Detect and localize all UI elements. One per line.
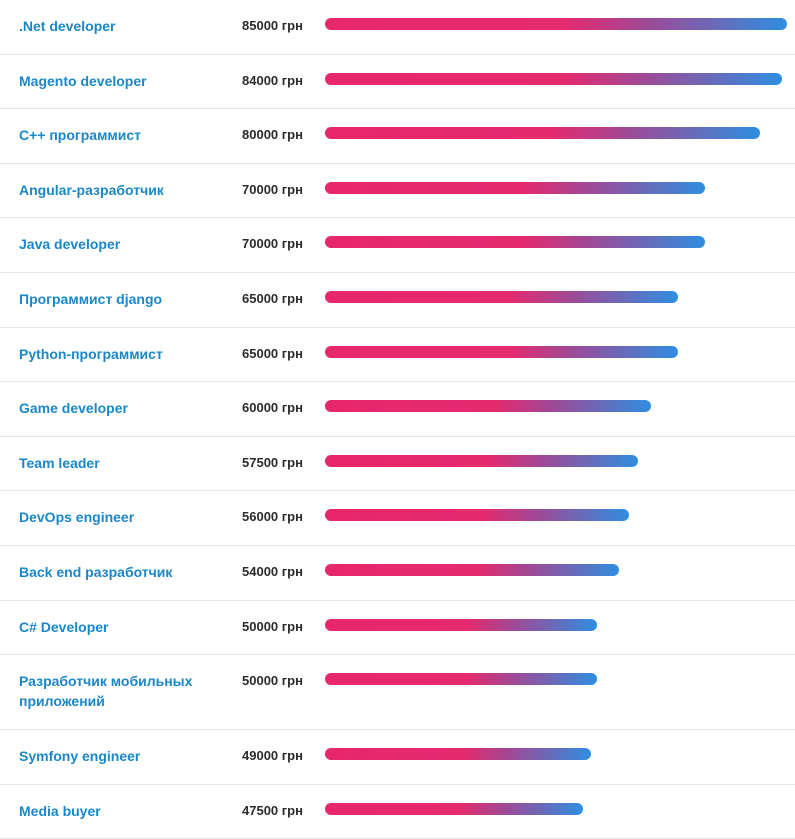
- salary-value-label: 47500 грн: [242, 802, 303, 818]
- job-title-link[interactable]: Python-программист: [19, 345, 163, 362]
- salary-value-label: 49000 грн: [242, 748, 303, 764]
- salary-row: Разработчик мобильных приложений 50000 гр…: [0, 655, 795, 731]
- salary-bar: [325, 400, 651, 413]
- job-title-link[interactable]: Java developer: [19, 236, 121, 253]
- salary-bar: [325, 345, 678, 358]
- job-title-link[interactable]: C# Developer: [19, 618, 109, 635]
- salary-bar-track: [325, 291, 787, 303]
- job-title-link[interactable]: Back end разработчик: [19, 564, 173, 580]
- salary-value-label: 57500 грн: [242, 454, 303, 470]
- salary-value-label: 80000 грн: [242, 127, 303, 143]
- salary-row: Symfony engineer 49000 грн: [0, 730, 795, 785]
- salary-row: Team leader 57500 грн: [0, 437, 795, 492]
- salary-row: Angular-разработчик 70000 грн: [0, 164, 795, 219]
- salary-value-label: 65000 грн: [242, 345, 303, 361]
- salary-value-label: 84000 грн: [242, 72, 303, 88]
- salary-bar-track: [325, 345, 787, 358]
- salary-bar: [325, 509, 629, 522]
- salary-row: Game developer 60000 грн: [0, 382, 795, 437]
- salary-bar: [325, 564, 619, 576]
- salary-bar-track: [325, 564, 787, 576]
- job-title-link[interactable]: Media buyer: [19, 802, 101, 819]
- salary-bar: [325, 127, 760, 140]
- job-title-link[interactable]: Программист django: [19, 291, 163, 307]
- salary-bar-track: [325, 618, 787, 631]
- salary-bar: [325, 236, 705, 249]
- salary-row: Magento developer 84000 грн: [0, 55, 795, 110]
- salary-bar: [325, 673, 597, 686]
- salary-value-label: 56000 грн: [242, 509, 303, 525]
- salary-row: Java developer 70000 грн: [0, 218, 795, 273]
- salary-bar-track: [325, 18, 787, 30]
- salary-row: C# Developer 50000 грн: [0, 601, 795, 656]
- job-title-link[interactable]: Team leader: [19, 454, 100, 471]
- salary-bar-track: [325, 802, 787, 815]
- salary-value-label: 54000 грн: [242, 564, 303, 579]
- salary-row: Python-программист 65000 грн: [0, 328, 795, 383]
- job-title-link[interactable]: Angular-разработчик: [19, 181, 164, 198]
- job-title-link[interactable]: .Net developer: [19, 18, 116, 34]
- job-title-link[interactable]: Game developer: [19, 400, 128, 417]
- salary-bar: [325, 72, 782, 85]
- salary-bar-track: [325, 72, 787, 85]
- salary-row: .Net developer 85000 грн: [0, 0, 795, 55]
- salary-bar: [325, 802, 583, 815]
- salary-row: C++ программист 80000 грн: [0, 109, 795, 164]
- salary-row: Back end разработчик 54000 грн: [0, 546, 795, 601]
- salary-bar-track: [325, 400, 787, 413]
- salary-value-label: 65000 грн: [242, 291, 303, 306]
- salary-row: Программист django 65000 грн: [0, 273, 795, 328]
- salary-bar-track: [325, 181, 787, 194]
- salary-bar: [325, 18, 787, 30]
- salary-value-label: 70000 грн: [242, 236, 303, 252]
- salary-bar-track: [325, 127, 787, 140]
- salary-bar: [325, 291, 678, 303]
- job-title-link[interactable]: Разработчик мобильных приложений: [19, 673, 193, 710]
- salary-bar-track: [325, 509, 787, 522]
- salary-bar: [325, 618, 597, 631]
- salary-value-label: 60000 грн: [242, 400, 303, 416]
- salary-bar-track: [325, 236, 787, 249]
- salary-bar-track: [325, 454, 787, 467]
- job-title-link[interactable]: Symfony engineer: [19, 748, 141, 765]
- job-title-link[interactable]: Magento developer: [19, 72, 147, 89]
- salary-value-label: 50000 грн: [242, 618, 303, 634]
- salary-value-label: 70000 грн: [242, 181, 303, 197]
- job-title-link[interactable]: C++ программист: [19, 127, 142, 144]
- salary-value-label: 50000 грн: [242, 673, 303, 689]
- salary-bar-track: [325, 748, 787, 761]
- job-title-link[interactable]: DevOps engineer: [19, 509, 135, 526]
- salary-bar-track: [325, 673, 787, 686]
- salary-bar: [325, 181, 705, 194]
- salary-value-label: 85000 грн: [242, 18, 303, 33]
- salary-bar: [325, 748, 591, 761]
- salary-row: Media buyer 47500 грн: [0, 785, 795, 839]
- salary-row: DevOps engineer 56000 грн: [0, 491, 795, 546]
- salary-bar: [325, 454, 638, 467]
